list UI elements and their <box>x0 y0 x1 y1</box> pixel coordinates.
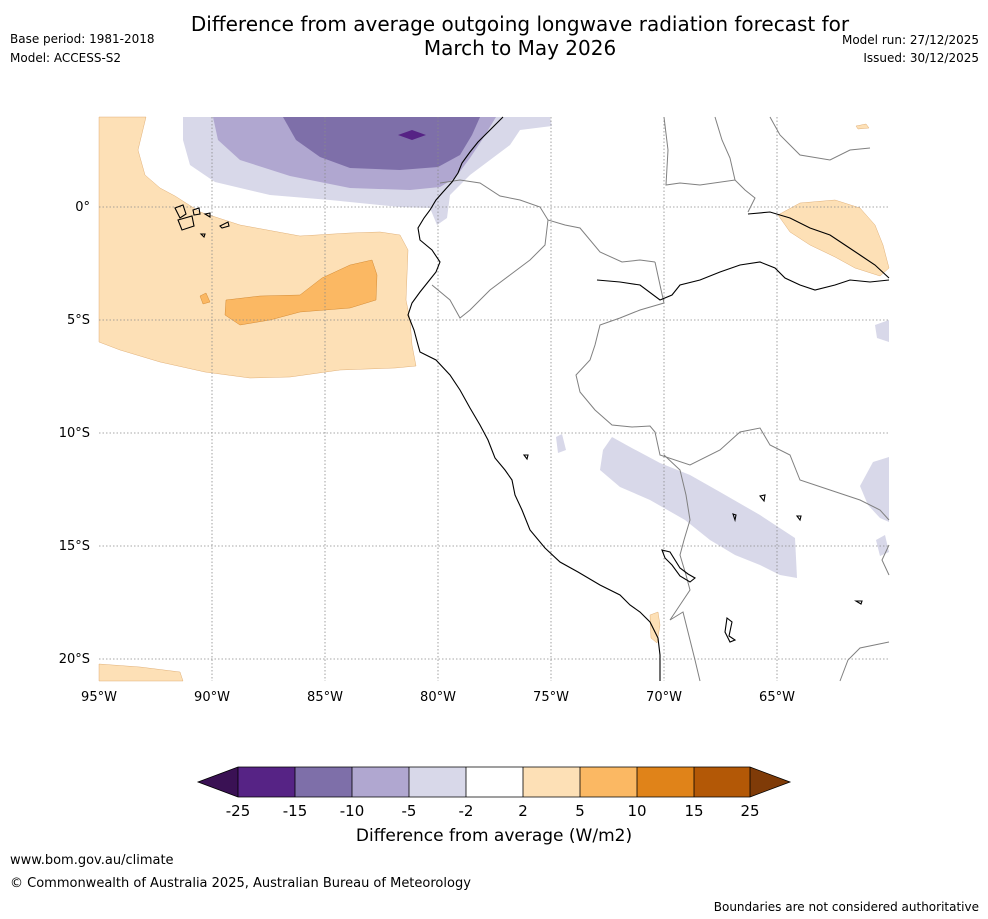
colorbar-swatch-10-15 <box>637 767 694 797</box>
amazon-river <box>596 261 890 301</box>
border-ecuador-peru <box>431 219 549 319</box>
galapagos-2 <box>177 215 195 231</box>
border-guyana <box>769 116 871 161</box>
colorbar-tick-15: 15 <box>684 802 703 820</box>
contour-neg-2-5-patch-a <box>556 434 566 453</box>
contour-pos-2-5-amazon <box>777 199 890 277</box>
issued-date: Issued: 30/12/2025 <box>863 51 979 65</box>
small-lake-3 <box>732 513 737 523</box>
lat-labels: 0° 5°S 10°S 15°S 20°S <box>59 200 90 667</box>
border-argentina-north <box>839 641 890 682</box>
colorbar: -25 -15 -10 -5 -2 2 5 10 15 25 <box>196 766 792 820</box>
colorbar-swatch-n5-n2 <box>409 767 466 797</box>
lon-label-70w: 70°W <box>646 690 682 705</box>
colorbar-tick-n5: -5 <box>402 802 417 820</box>
colorbar-swatch-2-5 <box>523 767 580 797</box>
border-venezuela-north <box>714 116 736 181</box>
galapagos-3 <box>192 207 201 216</box>
galapagos-4 <box>203 212 211 218</box>
colorbar-tick-n25: -25 <box>226 802 251 820</box>
colorbar-tick-n15: -15 <box>283 802 308 820</box>
footer-url[interactable]: www.bom.gov.au/climate <box>10 853 174 868</box>
colorbar-swatch-n15-n10 <box>295 767 352 797</box>
lon-label-75w: 75°W <box>533 690 569 705</box>
galapagos-1 <box>174 204 187 219</box>
colorbar-dividers <box>237 767 751 797</box>
colorbar-title: Difference from average (W/m2) <box>355 826 633 846</box>
contour-neg-15-25-north <box>398 130 426 140</box>
footer-disclaimer: Boundaries are not considered authoritat… <box>713 900 979 914</box>
model-run-date: Model run: 27/12/2025 <box>841 33 979 47</box>
rio-negro <box>747 211 890 279</box>
title-line-2: March to May 2026 <box>423 36 617 60</box>
lat-label-0: 0° <box>75 200 90 215</box>
country-borders <box>431 116 890 682</box>
base-period: Base period: 1981-2018 <box>10 32 155 46</box>
colorbar-tick-5: 5 <box>575 802 585 820</box>
footer-copyright: © Commonwealth of Australia 2025, Austra… <box>10 876 471 891</box>
small-lake-1 <box>522 454 529 461</box>
galapagos-5 <box>219 221 230 229</box>
contour-neg-2-5-south <box>600 437 797 578</box>
border-bolivia-paraguay <box>881 544 890 576</box>
contour-neg-2-5-patch-b <box>876 535 889 556</box>
lon-label-80w: 80°W <box>420 690 456 705</box>
small-lake-2 <box>759 494 766 503</box>
colorbar-swatch-n25-n15 <box>238 767 295 797</box>
colorbar-tick-n10: -10 <box>340 802 365 820</box>
colorbar-tick-10: 10 <box>627 802 646 820</box>
border-bolivia-chile <box>669 611 701 682</box>
map-title: Difference from average outgoing longwav… <box>0 12 988 60</box>
small-lake-4 <box>795 515 802 522</box>
border-colombia-venezuela <box>663 116 756 213</box>
map-frame <box>99 117 889 681</box>
small-lake-5 <box>854 600 863 605</box>
colorbar-swatch-n10-n5 <box>352 767 409 797</box>
coastlines <box>174 116 890 681</box>
contour-neg-2-5-east <box>860 457 889 522</box>
colorbar-swatch-5-10 <box>580 767 637 797</box>
galapagos-6 <box>199 233 206 239</box>
colorbar-tick-2: 2 <box>518 802 528 820</box>
lat-label-15s: 15°S <box>59 539 90 554</box>
lon-labels: 95°W 90°W 85°W 80°W 75°W 70°W 65°W <box>81 690 795 705</box>
lon-label-90w: 90°W <box>194 690 230 705</box>
colorbar-swatch-15-25 <box>694 767 750 797</box>
contour-pos-2-5-coast-chile <box>649 611 661 644</box>
lat-label-20s: 20°S <box>59 652 90 667</box>
contour-pos-5-10-pacific <box>224 259 378 326</box>
lat-label-10s: 10°S <box>59 426 90 441</box>
contour-pos-2-5-pacific <box>98 116 417 379</box>
gridlines <box>99 117 889 681</box>
title-line-1: Difference from average outgoing longwav… <box>190 12 850 36</box>
colorbar-tick-labels: -25 -15 -10 -5 -2 2 5 10 15 25 <box>226 802 760 820</box>
colorbar-tick-25: 25 <box>740 802 759 820</box>
contour-pos-2-5-sw <box>98 663 184 682</box>
anomaly-contours <box>98 116 890 682</box>
lon-label-65w: 65°W <box>759 690 795 705</box>
colorbar-swatch-above-25 <box>750 767 790 797</box>
contour-neg-10-15-north <box>283 117 480 170</box>
lake-poopo <box>724 616 737 643</box>
coast-pacific <box>407 116 661 681</box>
colorbar-tick-n2: -2 <box>459 802 474 820</box>
border-peru-brazil <box>575 261 890 521</box>
colorbar-swatch-n2-2 <box>466 767 523 797</box>
border-peru-bolivia <box>663 454 691 621</box>
lake-titicaca <box>661 549 696 583</box>
colorbar-swatch-below-25 <box>198 767 238 797</box>
model-name: Model: ACCESS-S2 <box>10 51 122 65</box>
contour-pos-5-10-small <box>199 292 211 305</box>
contour-pos-2-5-tiny-ne <box>855 123 870 130</box>
lon-label-95w: 95°W <box>81 690 117 705</box>
lat-label-5s: 5°S <box>67 313 90 328</box>
lon-label-85w: 85°W <box>307 690 343 705</box>
contour-neg-2-5-east-small <box>875 320 889 342</box>
